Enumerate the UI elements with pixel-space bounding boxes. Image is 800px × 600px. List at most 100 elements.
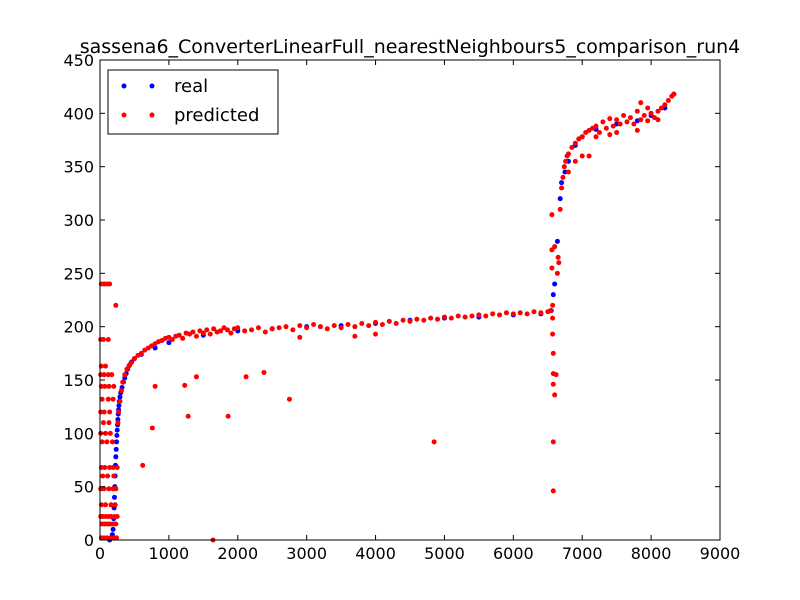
data-point-predicted (211, 326, 217, 332)
data-point-predicted (553, 372, 559, 378)
data-point-predicted (100, 473, 106, 479)
data-point-predicted (386, 318, 392, 324)
data-point-predicted (600, 119, 606, 125)
data-point-predicted (106, 420, 112, 426)
data-point-predicted (658, 105, 664, 111)
data-point-predicted (110, 464, 116, 470)
x-tick-label: 4000 (355, 544, 396, 563)
x-tick-label: 9000 (700, 544, 741, 563)
x-tick-label: 7000 (562, 544, 603, 563)
x-tick-label: 2000 (217, 544, 258, 563)
data-point-predicted (373, 331, 379, 337)
data-point-predicted (225, 413, 231, 419)
data-point-predicted (638, 117, 644, 123)
data-point-predicted (617, 121, 623, 127)
x-tick-label: 6000 (493, 544, 534, 563)
data-point-predicted (596, 130, 602, 136)
data-point-predicted (107, 535, 113, 541)
data-point-predicted (107, 430, 113, 436)
data-point-predicted (117, 398, 123, 404)
data-point-predicted (297, 334, 303, 340)
y-tick-label: 350 (63, 158, 94, 177)
data-point-predicted (550, 381, 556, 387)
data-point-predicted (207, 331, 213, 337)
y-tick-label: 0 (84, 531, 94, 550)
data-point-predicted (99, 439, 105, 445)
data-point-predicted (634, 108, 640, 114)
data-point-predicted (554, 270, 560, 276)
data-point-predicted (218, 328, 224, 334)
data-point-predicted (531, 309, 537, 315)
data-point-predicted (572, 158, 578, 164)
data-point-predicted (607, 132, 613, 138)
data-point-predicted (586, 153, 592, 159)
data-point-predicted (128, 360, 134, 366)
data-point-predicted (645, 118, 651, 124)
legend-marker-real (121, 83, 127, 89)
data-point-predicted (645, 105, 651, 111)
plot-frame (99, 59, 721, 541)
data-point-predicted (228, 330, 234, 336)
data-point-predicted (262, 329, 268, 335)
data-point-predicted (550, 488, 556, 494)
data-point-predicted (579, 153, 585, 159)
data-point-predicted (104, 439, 110, 445)
data-point-predicted (286, 396, 292, 402)
data-point-predicted (106, 383, 112, 389)
data-point-predicted (549, 265, 555, 271)
data-point-real (559, 180, 565, 186)
legend-marker-real (149, 83, 155, 89)
data-point-predicted (655, 117, 661, 123)
data-point-predicted (524, 311, 530, 317)
data-point-predicted (103, 430, 109, 436)
data-point-predicted (131, 356, 137, 362)
x-tick-label: 0 (95, 544, 105, 563)
data-point-predicted (283, 324, 289, 330)
data-point-predicted (555, 254, 561, 260)
data-point-predicted (538, 310, 544, 316)
legend: real predicted (107, 69, 279, 135)
data-point-predicted (665, 98, 671, 104)
data-point-real (113, 446, 119, 452)
data-point-predicted (431, 439, 437, 445)
data-point-predicted (120, 379, 126, 385)
data-point-predicted (400, 317, 406, 323)
data-point-predicted (108, 502, 114, 508)
data-point-real (562, 169, 568, 175)
data-point-predicted (109, 372, 115, 378)
legend-marker-predicted (149, 112, 155, 118)
x-axis: 0 1000 2000 3000 4000 5000 6000 7000 8000 9000 (95, 60, 740, 563)
data-point-real (114, 427, 120, 433)
data-point-predicted (435, 316, 441, 322)
data-point-predicted (610, 123, 616, 129)
data-point-predicted (563, 158, 569, 164)
data-point-predicted (107, 409, 113, 415)
y-tick-label: 400 (63, 104, 94, 123)
data-point-predicted (428, 315, 434, 321)
data-point-predicted (638, 100, 644, 106)
data-point-predicted (338, 325, 344, 331)
data-point-predicted (352, 333, 358, 339)
data-point-predicted (671, 91, 677, 97)
data-point-predicted (631, 121, 637, 127)
data-point-predicted (276, 325, 282, 331)
data-point-predicted (100, 420, 106, 426)
data-point-predicted (476, 312, 482, 318)
data-point-predicted (107, 281, 113, 287)
data-point-predicted (113, 486, 119, 492)
data-point-predicted (113, 302, 119, 308)
data-point-predicted (483, 313, 489, 319)
data-point-predicted (556, 260, 562, 266)
data-point-real (116, 403, 122, 409)
data-point-predicted (101, 409, 107, 415)
data-point-predicted (269, 326, 275, 332)
data-point-predicted (373, 319, 379, 325)
data-point-predicted (105, 396, 111, 402)
legend-label-predicted: predicted (174, 105, 259, 126)
data-point-predicted (560, 174, 566, 180)
data-point-predicted (614, 130, 620, 136)
data-point-predicted (593, 123, 599, 129)
data-point-predicted (517, 310, 523, 316)
data-point-real (117, 394, 123, 400)
data-point-predicted (98, 372, 104, 378)
